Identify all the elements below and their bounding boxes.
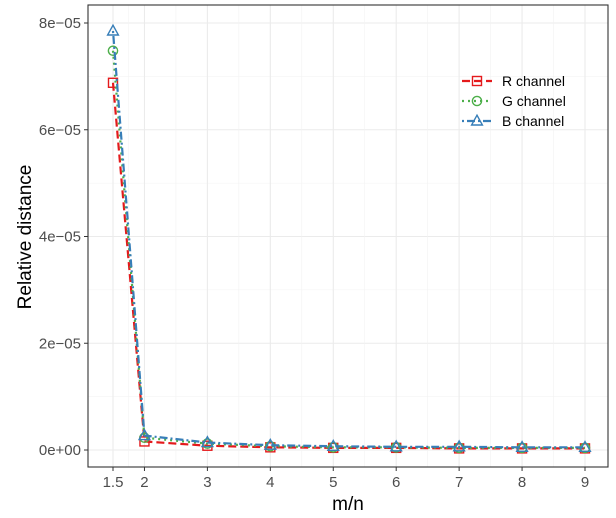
y-tick-label: 2e−05 <box>39 335 81 352</box>
x-tick-label: 2 <box>140 474 148 491</box>
legend: R channel G channel B channel <box>462 73 566 129</box>
y-axis-title: Relative distance <box>15 165 36 310</box>
x-axis: 1.5 2 3 4 5 6 7 8 9 <box>103 467 589 491</box>
legend-marker-triangle <box>470 113 484 126</box>
legend-label: B channel <box>502 113 564 129</box>
x-tick-label: 1.5 <box>103 474 124 491</box>
x-tick-label: 3 <box>203 474 211 491</box>
data-point-triangle <box>106 23 120 36</box>
data-point-triangle <box>263 437 277 450</box>
y-tick-label: 6e−05 <box>39 122 81 139</box>
legend-marker-square <box>471 75 483 87</box>
x-axis-title: m/n <box>332 494 364 515</box>
series-layer <box>106 23 592 454</box>
data-point-triangle <box>452 439 466 452</box>
legend-label: R channel <box>502 73 565 89</box>
data-point-square <box>107 77 119 88</box>
x-tick-label: 8 <box>518 474 526 491</box>
legend-item: G channel <box>462 93 566 109</box>
y-tick-label: 4e−05 <box>39 229 81 246</box>
legend-item: R channel <box>462 73 565 89</box>
data-point-triangle <box>200 435 214 448</box>
x-tick-label: 6 <box>392 474 400 491</box>
data-point-triangle <box>515 440 529 453</box>
x-tick-label: 5 <box>329 474 337 491</box>
x-tick-label: 4 <box>266 474 274 491</box>
data-point-triangle <box>578 440 592 453</box>
data-point-circle <box>107 45 119 57</box>
series-line <box>111 30 585 449</box>
legend-marker-circle <box>471 95 483 107</box>
grid-lines <box>88 5 608 467</box>
legend-item: B channel <box>462 113 564 129</box>
data-point-triangle <box>389 439 403 452</box>
data-point-square <box>139 436 150 447</box>
x-tick-label: 7 <box>455 474 463 491</box>
data-point-triangle <box>137 428 152 441</box>
data-point-triangle <box>326 439 340 451</box>
y-tick-label: 0e+00 <box>39 442 81 459</box>
series-b-channel <box>106 23 592 453</box>
y-tick-label: 8e−05 <box>39 15 81 32</box>
y-axis: 0e+00 2e−05 4e−05 6e−05 8e−05 <box>39 15 88 459</box>
legend-label: G channel <box>502 93 566 109</box>
x-tick-label: 9 <box>581 474 589 491</box>
